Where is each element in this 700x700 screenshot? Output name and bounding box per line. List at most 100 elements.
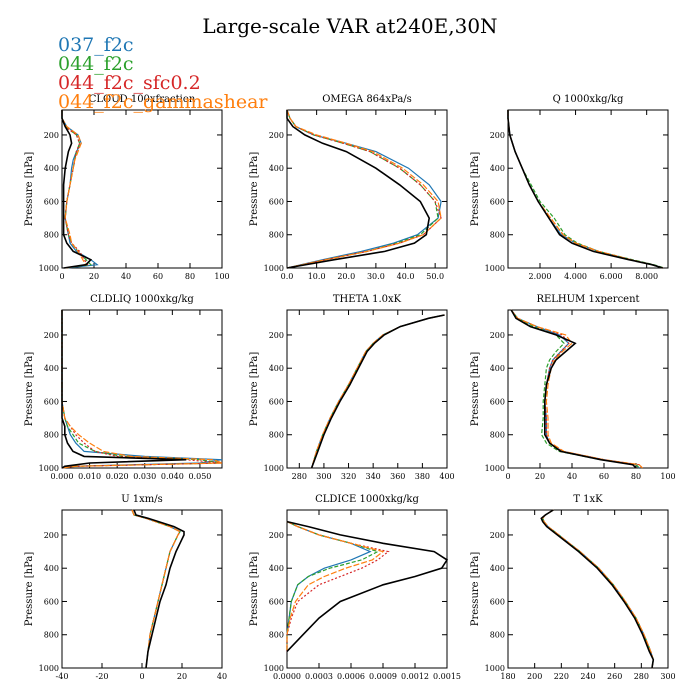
x-tick-label: 0.020 <box>106 472 129 481</box>
x-tick-label: 8.000 <box>635 272 658 281</box>
y-tick-label: 400 <box>44 364 59 373</box>
series-line-2 <box>311 314 445 469</box>
series-line-1 <box>286 521 380 652</box>
series-line-1 <box>510 309 640 469</box>
y-axis-label: Pressure [hPa] <box>249 352 260 427</box>
series-line-1 <box>286 109 439 269</box>
series-line-3 <box>311 314 445 469</box>
y-tick-label: 600 <box>269 397 284 406</box>
y-axis-label: Pressure [hPa] <box>470 152 481 227</box>
y-tick-label: 600 <box>44 197 59 206</box>
x-tick-label: 60 <box>153 272 163 281</box>
y-tick-label: 200 <box>490 331 505 340</box>
x-tick-label: 100 <box>660 472 675 481</box>
x-tick-label: 0.0015 <box>433 672 461 681</box>
x-tick-label: 40 <box>121 272 131 281</box>
x-tick-label: 280 <box>292 472 307 481</box>
series-line-1 <box>61 310 223 469</box>
x-tick-label: -40 <box>56 672 69 681</box>
x-tick-label: 0.030 <box>133 472 156 481</box>
x-tick-label: 0 <box>59 272 64 281</box>
y-tick-label: 1000 <box>39 264 59 273</box>
x-tick-label: 100 <box>214 272 229 281</box>
y-tick-label: 600 <box>44 397 59 406</box>
x-tick-label: 50.0 <box>426 272 444 281</box>
x-tick-label: 0.0009 <box>369 672 397 681</box>
x-tick-label: 220 <box>554 672 569 681</box>
y-tick-label: 600 <box>44 597 59 606</box>
y-tick-label: 200 <box>269 331 284 340</box>
panel-title: T 1xK <box>573 494 603 505</box>
x-tick-label: 0.0003 <box>305 672 333 681</box>
x-tick-label: 40 <box>217 672 227 681</box>
x-tick-label: 380 <box>415 472 430 481</box>
panel-7: CLDICE 1000xkg/kg Pressure [hPa] 200 400 600… <box>249 494 461 681</box>
series-line-4 <box>310 314 445 469</box>
y-tick-label: 1000 <box>39 664 59 673</box>
panel-frame <box>507 309 669 469</box>
panel-title: U 1xm/s <box>121 494 163 505</box>
x-tick-label: 0.050 <box>188 472 211 481</box>
series-line-0 <box>286 521 372 652</box>
panel-2: Q 1000xkg/kg Pressure [hPa] 200 400 600 800 10… <box>470 94 669 281</box>
series-line-4 <box>286 520 449 652</box>
y-tick-label: 1000 <box>39 464 59 473</box>
x-tick-label: 4.000 <box>564 272 587 281</box>
x-tick-label: 0.0006 <box>337 672 365 681</box>
x-tick-label: 20 <box>177 672 187 681</box>
y-tick-label: 1000 <box>485 264 505 273</box>
y-tick-label: 200 <box>269 131 284 140</box>
panel-1: OMEGA 864xPa/s Pressure [hPa] 200 400 600 800… <box>249 94 448 281</box>
panel-title: OMEGA 864xPa/s <box>322 94 412 105</box>
x-tick-label: 20.0 <box>337 272 355 281</box>
panel-frame <box>507 509 669 669</box>
series-line-2 <box>286 521 390 652</box>
panel-frame <box>286 109 448 269</box>
panel-title: RELHUM 1xpercent <box>536 294 639 305</box>
panel-title: THETA 1.0xK <box>333 294 402 305</box>
series-line-0 <box>61 310 223 469</box>
x-tick-label: 0 <box>139 672 144 681</box>
y-tick-label: 1000 <box>264 264 284 273</box>
panel-title: CLOUD 100xfraction <box>89 94 196 105</box>
series-line-0 <box>542 509 654 669</box>
x-tick-label: 60 <box>599 472 609 481</box>
series-line-0 <box>131 509 181 669</box>
x-tick-label: 280 <box>634 672 649 681</box>
y-tick-label: 600 <box>490 597 505 606</box>
y-tick-label: 800 <box>490 631 505 640</box>
legend: 037_f2c 044_f2c 044_f2c_sfc0.2 044_f2c_g… <box>58 36 268 112</box>
x-tick-label: 0.0012 <box>401 672 429 681</box>
y-tick-label: 800 <box>44 631 59 640</box>
y-tick-label: 200 <box>269 531 284 540</box>
panel-frame <box>61 109 223 269</box>
legend-item-044-f2c-gammashear: 044_f2c_gammashear <box>58 91 268 113</box>
x-tick-label: -20 <box>96 672 109 681</box>
legend-item-044-f2c-sfc0-2: 044_f2c_sfc0.2 <box>58 72 201 94</box>
x-tick-label: 20 <box>89 272 99 281</box>
y-tick-label: 800 <box>269 231 284 240</box>
x-tick-label: 10.0 <box>308 272 326 281</box>
series-line-1 <box>542 509 654 669</box>
x-tick-label: 40 <box>567 472 577 481</box>
series-line-3 <box>542 509 654 669</box>
series-line-1 <box>311 314 445 469</box>
y-tick-label: 200 <box>44 131 59 140</box>
series-line-4 <box>507 110 663 269</box>
y-tick-label: 400 <box>490 564 505 573</box>
y-tick-label: 600 <box>269 597 284 606</box>
y-axis-label: Pressure [hPa] <box>24 352 35 427</box>
y-tick-label: 800 <box>44 431 59 440</box>
y-tick-label: 800 <box>490 431 505 440</box>
y-axis-label: Pressure [hPa] <box>470 352 481 427</box>
x-tick-label: 80 <box>631 472 641 481</box>
panel-frame <box>286 309 448 469</box>
y-tick-label: 200 <box>44 531 59 540</box>
y-tick-label: 400 <box>44 164 59 173</box>
y-tick-label: 600 <box>490 197 505 206</box>
series-line-4 <box>61 110 93 269</box>
panel-frame <box>286 509 448 669</box>
panel-frame <box>61 309 223 469</box>
